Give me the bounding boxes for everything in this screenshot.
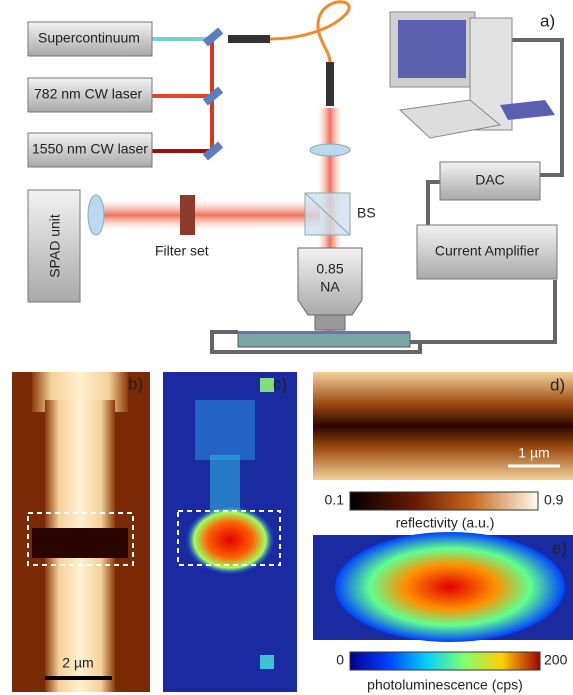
colorbar-label: reflectivity (a.u.) [396, 515, 495, 531]
panel-d: 1 µm d) [313, 372, 573, 480]
sample [238, 331, 410, 334]
scale-bar-label: 2 µm [62, 655, 93, 671]
setup-diagram: Supercontinuum 782 nm CW laser 1550 nm C… [28, 2, 562, 352]
scale-bar-label: 1 µm [518, 445, 549, 461]
filter-label: Filter set [155, 243, 209, 259]
amplifier-label: Current Amplifier [435, 243, 540, 259]
computer [390, 12, 555, 138]
panel-c: c) [163, 372, 297, 692]
laser-beam [150, 149, 212, 153]
panel-label: c) [273, 374, 287, 393]
beam [90, 200, 320, 230]
fiber [270, 2, 349, 62]
panel-label: d) [550, 375, 565, 394]
source-label: 1550 nm CW laser [32, 141, 148, 157]
sample-stage [238, 333, 410, 347]
source-label: 782 nm CW laser [34, 86, 142, 102]
objective-na: 0.85 [316, 261, 343, 277]
source-label: Supercontinuum [38, 30, 140, 46]
laser-beam [150, 94, 212, 98]
panel-label: b) [128, 374, 143, 393]
filter [180, 195, 195, 235]
wire [428, 182, 440, 226]
colorbar-max: 0.9 [544, 492, 564, 508]
objective-na: NA [320, 279, 340, 295]
sc-beam [150, 37, 212, 41]
colorbar-min: 0 [336, 652, 344, 668]
lens [310, 144, 350, 156]
lens [88, 195, 104, 235]
dac-label: DAC [475, 172, 505, 188]
colorbar-max: 200 [544, 652, 568, 668]
wire [410, 280, 555, 342]
colorbar [350, 492, 538, 510]
panel-label: a) [540, 11, 555, 30]
panel-label: e) [552, 538, 567, 557]
objective-tip [315, 315, 345, 330]
fiber-connector [228, 35, 270, 43]
fiber-connector [326, 62, 334, 106]
bs-label: BS [357, 205, 376, 221]
panel-b: 2 µm b) [12, 372, 150, 692]
colorbar-min: 0.1 [325, 492, 345, 508]
colorbar [350, 652, 540, 670]
panel-e: e) [313, 532, 573, 642]
spad-label: SPAD unit [47, 214, 63, 278]
figure: Supercontinuum 782 nm CW laser 1550 nm C… [0, 0, 573, 695]
colorbar-label: photoluminescence (cps) [367, 677, 523, 693]
